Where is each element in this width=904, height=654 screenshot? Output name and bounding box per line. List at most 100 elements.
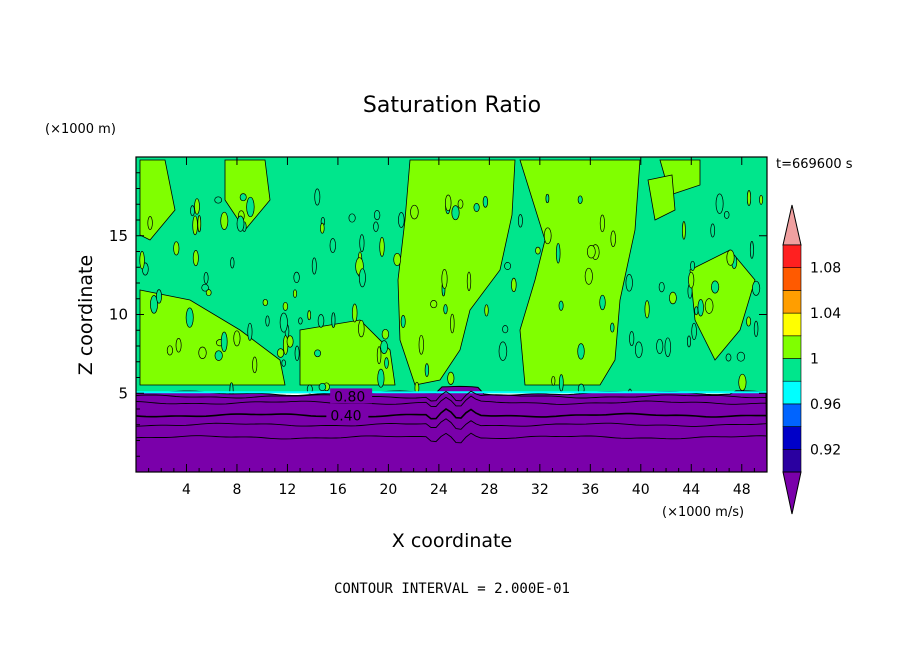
x-axis-ticks: 4 8 12 16 20 24 28 32 36 40 44 48	[148, 157, 755, 498]
contour-label: 0.80	[334, 389, 365, 405]
contour-blob	[311, 257, 317, 275]
x-tick-label: 44	[682, 482, 700, 498]
contour-label: 0.40	[330, 408, 361, 424]
colorbar-label: 1.04	[810, 306, 841, 322]
contour-blob	[220, 211, 229, 230]
contour-label-bg-1	[326, 407, 369, 423]
contour-blob	[694, 306, 699, 316]
contour-blob	[424, 363, 430, 377]
x-tick-label: 20	[379, 482, 397, 498]
contour-blob	[286, 335, 294, 348]
contour-blob	[393, 252, 402, 267]
contour-line-4	[136, 432, 767, 444]
contour-blob	[376, 346, 382, 365]
contour-blob	[504, 262, 512, 270]
contour-line-0	[136, 390, 767, 402]
x-tick-label: 24	[430, 482, 448, 498]
contour-blob	[398, 212, 405, 228]
contour-blob	[517, 214, 523, 228]
contour-blob	[746, 190, 752, 206]
x-tick-label: 12	[279, 482, 297, 498]
contour-blob	[634, 341, 643, 358]
contour-blob	[704, 298, 714, 314]
colorbar-label: 1	[810, 352, 819, 368]
contour-blob	[400, 315, 406, 328]
contour-blob	[691, 322, 697, 340]
colorbar: 0.92 0.96 1 1.04 1.08	[782, 204, 841, 515]
contour-blob	[282, 301, 289, 311]
contour-blob	[173, 241, 180, 256]
contour-blob	[558, 374, 564, 392]
contour-blob	[298, 317, 303, 325]
contour-blob	[373, 210, 381, 221]
y-unit-label: (×1000 m)	[45, 122, 116, 137]
y-axis-label: Z coordinate	[75, 255, 97, 375]
contour-blob	[317, 314, 325, 328]
x-tick-label: 8	[232, 482, 241, 498]
plot-area: 0.80 0.40	[135, 156, 768, 473]
colorbar-label: 0.96	[810, 397, 841, 413]
contour-blob	[752, 280, 761, 296]
contour-blob	[307, 310, 312, 321]
contour-blob	[543, 227, 552, 245]
contour-blob	[725, 353, 732, 362]
y-tick-label: 15	[109, 227, 128, 245]
contour-blob	[359, 234, 365, 252]
contour-blob	[175, 338, 182, 353]
contour-blob	[201, 283, 209, 292]
contour-blob	[314, 349, 322, 358]
contour-blob	[292, 289, 298, 298]
contour-blob	[682, 221, 686, 240]
contour-blob	[279, 312, 288, 333]
contour-blob	[629, 331, 635, 347]
contour-blob	[687, 335, 691, 348]
contour-line-2	[136, 408, 766, 420]
contour-blob	[331, 312, 336, 328]
contour-blob	[450, 313, 455, 334]
contour-blob	[246, 196, 255, 218]
contour-blob	[373, 221, 379, 232]
contour-blob	[736, 351, 746, 362]
contour-blob	[738, 373, 747, 391]
contour-blob	[277, 348, 285, 358]
contour-blob	[306, 384, 313, 394]
contour-blob	[690, 260, 696, 271]
x-tick-label: 36	[581, 482, 599, 498]
contour-blob	[599, 294, 606, 311]
contour-blob	[265, 315, 270, 327]
contour-blob	[482, 195, 489, 208]
contour-blob	[293, 271, 300, 284]
contour-blob	[610, 230, 616, 248]
contour-blob	[314, 188, 321, 206]
x-tick-label: 40	[632, 482, 650, 498]
colorbar-under-triangle	[782, 471, 802, 515]
contour-blob	[451, 205, 460, 221]
contour-blob	[669, 291, 677, 305]
supersaturated-region-1	[519, 159, 641, 386]
contour-blob	[379, 237, 385, 257]
contour-blob	[502, 325, 509, 334]
colorbar-over-triangle	[782, 204, 802, 246]
contour-blob	[644, 300, 650, 319]
contour-blob	[535, 246, 541, 255]
colorbar-segment	[782, 244, 802, 269]
contour-blob	[584, 267, 593, 285]
contour-blob	[430, 300, 438, 309]
contour-blob	[688, 271, 695, 289]
contour-blob	[156, 289, 162, 304]
contour-blob	[192, 250, 199, 267]
contour-blob	[147, 216, 153, 230]
contour-blob	[473, 203, 480, 212]
contour-blob	[220, 331, 228, 352]
contour-blob	[726, 249, 735, 266]
contour-label-bg-0	[330, 388, 373, 404]
contour-blob	[358, 268, 366, 288]
contour-blob	[139, 251, 145, 270]
contour-blob	[358, 319, 365, 338]
contour-blob	[203, 271, 209, 285]
contour-blob	[555, 242, 561, 264]
colorbar-segment	[782, 380, 802, 405]
x-tick-label: 48	[733, 482, 751, 498]
contour-blob	[190, 205, 195, 217]
